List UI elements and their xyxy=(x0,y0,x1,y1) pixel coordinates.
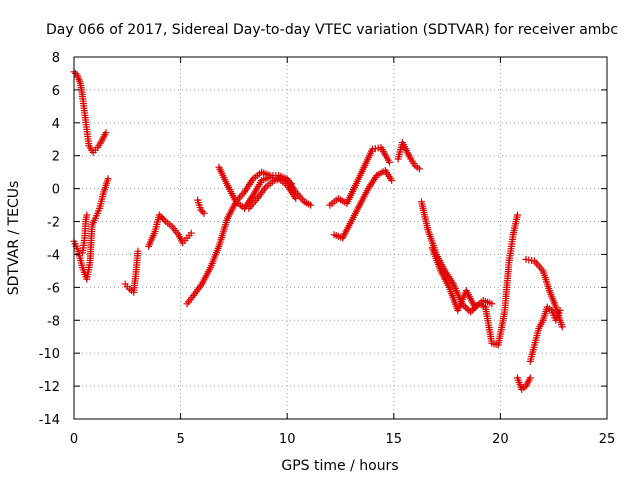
data-point xyxy=(307,201,315,209)
y-tick-label: -6 xyxy=(47,281,60,296)
data-point xyxy=(488,300,496,308)
x-tick-label: 15 xyxy=(386,432,403,447)
x-tick-label: 20 xyxy=(492,432,509,447)
plot-frame xyxy=(73,56,608,420)
data-point xyxy=(386,158,394,166)
y-axis-title: SDTVAR / TECUs xyxy=(6,181,22,296)
y-tick-label: -4 xyxy=(47,248,60,263)
data-point xyxy=(558,323,566,331)
data-point xyxy=(526,374,534,382)
data-point xyxy=(158,214,166,222)
data-point xyxy=(187,229,195,237)
x-tick-label: 5 xyxy=(176,432,184,447)
chart-title: Day 066 of 2017, Sidereal Day-to-day VTE… xyxy=(46,22,618,38)
data-point xyxy=(83,211,91,219)
data-point xyxy=(388,176,396,184)
data-point xyxy=(198,208,206,216)
y-tick-label: 8 xyxy=(52,51,60,66)
data-point xyxy=(461,303,469,311)
data-point xyxy=(415,165,423,173)
x-tick-label: 25 xyxy=(599,432,616,447)
y-tick-label: -2 xyxy=(47,216,60,231)
data-point xyxy=(102,129,110,137)
data-point xyxy=(463,305,471,313)
data-point xyxy=(287,180,295,188)
data-point xyxy=(155,211,163,219)
y-tick-label: 2 xyxy=(52,150,60,165)
x-axis-title: GPS time / hours xyxy=(281,458,398,474)
data-point xyxy=(197,206,205,214)
data-point xyxy=(200,209,208,217)
axis-ticks: 0 5 10 15 20 25 -14 -12 -10 -8 -6 -4 -2 0 2 4 6 8 xyxy=(39,51,616,447)
x-tick-label: 0 xyxy=(70,432,78,447)
y-tick-label: -12 xyxy=(39,380,60,395)
data-point xyxy=(72,69,80,77)
x-tick-label: 10 xyxy=(279,432,296,447)
data-point xyxy=(292,195,300,203)
y-tick-label: 6 xyxy=(52,84,60,99)
data-point xyxy=(104,175,112,183)
data-point xyxy=(157,213,165,221)
data-point xyxy=(160,216,168,224)
y-tick-label: 4 xyxy=(52,117,60,132)
y-tick-label: -8 xyxy=(47,314,60,329)
data-point xyxy=(134,247,142,255)
y-tick-label: -10 xyxy=(39,347,60,362)
data-points xyxy=(70,68,566,393)
y-tick-label: -14 xyxy=(39,413,60,428)
data-point xyxy=(513,211,521,219)
y-tick-label: 0 xyxy=(52,183,60,198)
data-point xyxy=(467,308,475,316)
